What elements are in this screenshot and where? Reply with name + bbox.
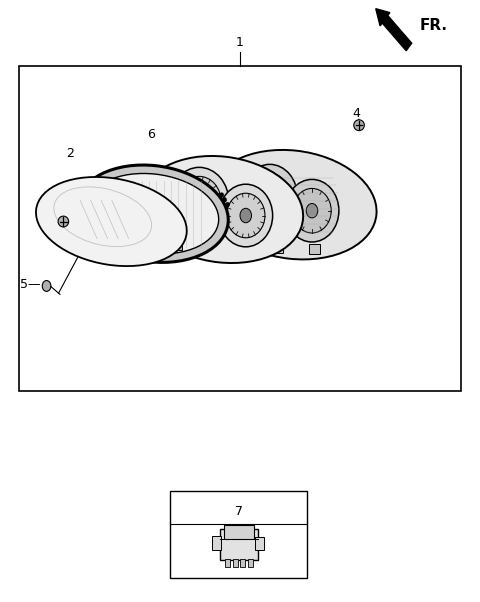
- Ellipse shape: [306, 203, 318, 218]
- Ellipse shape: [250, 173, 290, 222]
- Text: 5—: 5—: [20, 278, 41, 291]
- Text: 1: 1: [236, 36, 244, 49]
- Bar: [220, 529, 258, 560]
- Ellipse shape: [77, 165, 228, 262]
- Ellipse shape: [240, 208, 252, 223]
- Bar: [224, 525, 254, 539]
- Ellipse shape: [36, 177, 187, 266]
- Ellipse shape: [219, 184, 273, 247]
- Bar: [19, 66, 461, 391]
- Ellipse shape: [293, 188, 331, 233]
- Bar: [170, 241, 182, 250]
- Text: FR.: FR.: [420, 18, 448, 33]
- Ellipse shape: [223, 197, 227, 202]
- Ellipse shape: [58, 216, 69, 227]
- Ellipse shape: [227, 193, 265, 238]
- Ellipse shape: [86, 173, 219, 254]
- Bar: [240, 559, 245, 567]
- Ellipse shape: [42, 281, 51, 291]
- Bar: [271, 243, 283, 253]
- Ellipse shape: [354, 120, 364, 131]
- Text: 7: 7: [235, 505, 243, 518]
- Ellipse shape: [263, 189, 276, 206]
- Bar: [212, 536, 221, 550]
- Ellipse shape: [209, 150, 377, 259]
- Ellipse shape: [226, 202, 229, 207]
- Text: 6: 6: [147, 128, 155, 141]
- Bar: [248, 559, 253, 567]
- Bar: [170, 491, 307, 578]
- Ellipse shape: [169, 167, 229, 237]
- Ellipse shape: [217, 197, 221, 202]
- Ellipse shape: [285, 179, 339, 242]
- Bar: [225, 559, 230, 567]
- Text: 2: 2: [67, 146, 74, 160]
- Bar: [309, 244, 320, 254]
- Text: 3: 3: [52, 214, 60, 227]
- Ellipse shape: [220, 193, 224, 197]
- Ellipse shape: [220, 209, 224, 214]
- Ellipse shape: [193, 194, 205, 210]
- Ellipse shape: [242, 164, 298, 231]
- Ellipse shape: [220, 203, 224, 208]
- Bar: [134, 246, 146, 255]
- Bar: [233, 559, 238, 567]
- Ellipse shape: [214, 202, 218, 207]
- FancyArrow shape: [376, 8, 412, 51]
- Ellipse shape: [140, 156, 303, 263]
- Bar: [255, 537, 264, 550]
- Text: 4: 4: [353, 107, 360, 120]
- Ellipse shape: [177, 176, 221, 228]
